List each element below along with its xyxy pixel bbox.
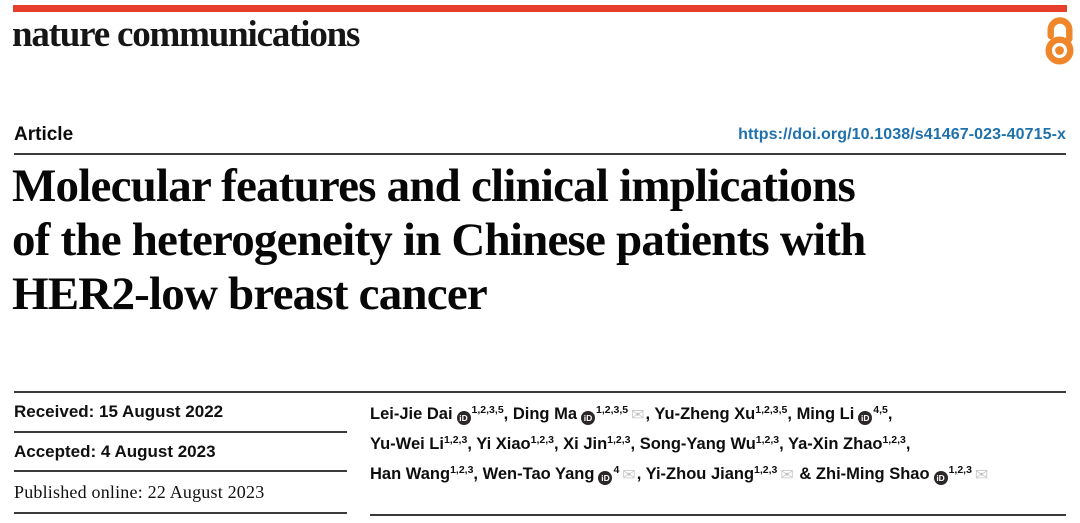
author-line: Lei-Jie Dai iD1,2,3,5, Ding Ma iD1,2,3,5 ✉,… xyxy=(370,403,893,425)
author-line: Yu-Wei Li1,2,3, Yi Xiao1,2,3, Xi Jin1,2,… xyxy=(370,433,911,453)
title-line: Molecular features and clinical implicat… xyxy=(12,160,856,212)
affiliation-superscript: 1,2,3,5 xyxy=(755,403,788,416)
author-name: Han Wang xyxy=(370,465,451,483)
affiliation-superscript: 1,2,3,5 xyxy=(471,403,504,416)
dates-panel: Received: 15 August 2022 Accepted: 4 Augu… xyxy=(14,393,347,514)
author-name: Yi-Zhou Jiang xyxy=(645,465,755,483)
email-icon[interactable]: ✉ xyxy=(974,465,989,484)
orcid-icon[interactable]: iD xyxy=(858,411,873,425)
affiliation-superscript: 1,2,3 xyxy=(755,433,780,446)
author-name: Ding Ma xyxy=(512,405,578,423)
affiliation-superscript: 4,5 xyxy=(873,403,888,416)
orcid-icon[interactable]: iD xyxy=(581,411,596,425)
affiliation-superscript: 1,2,3 xyxy=(754,463,778,476)
affiliation-superscript: 1,2,3 xyxy=(882,433,906,446)
author-name: Wen-Tao Yang xyxy=(482,465,595,483)
orcid-icon[interactable]: iD xyxy=(598,471,613,485)
email-icon[interactable]: ✉ xyxy=(622,465,636,484)
affiliation-superscript: 4 xyxy=(613,463,620,476)
author-name: Ya-Xin Zhao xyxy=(788,435,883,453)
journal-logo: nature communications xyxy=(12,14,360,55)
doi-link[interactable]: https://doi.org/10.1038/s41467-023-40715… xyxy=(738,126,1066,143)
author-name: Song-Yang Wu xyxy=(639,435,756,453)
orcid-icon[interactable]: iD xyxy=(933,471,948,485)
affiliation-superscript: 1,2,3 xyxy=(607,433,631,446)
affiliation-superscript: 1,2,3 xyxy=(443,433,468,446)
author-name: Zhi-Ming Shao xyxy=(815,465,930,483)
title-line: HER2-low breast cancer xyxy=(12,268,488,320)
email-icon[interactable]: ✉ xyxy=(780,465,794,484)
header-divider-rule xyxy=(14,153,1066,155)
author-name: Lei-Jie Dai xyxy=(370,405,453,423)
affiliation-superscript: 1,2,3 xyxy=(530,433,554,446)
article-type-label: Article xyxy=(14,124,74,145)
date-row: Received: 15 August 2022 xyxy=(14,393,347,433)
title-line: of the heterogeneity in Chinese patients… xyxy=(12,214,866,266)
brand-red-bar xyxy=(13,5,1067,12)
affiliation-superscript: 1,2,3 xyxy=(948,463,972,476)
author-line: Han Wang1,2,3, Wen-Tao Yang iD4 ✉, Yi-Zhou… xyxy=(370,463,989,485)
meta-section: Received: 15 August 2022 Accepted: 4 Augu… xyxy=(14,391,1066,516)
authors-block: Lei-Jie Dai iD1,2,3,5, Ding Ma iD1,2,3,5 ✉,… xyxy=(370,393,1066,516)
article-title: Molecular features and clinical implicat… xyxy=(12,159,1072,321)
date-row: Accepted: 4 August 2023 xyxy=(14,433,347,472)
author-name: Ming Li xyxy=(796,405,855,423)
orcid-icon[interactable]: iD xyxy=(456,411,471,425)
affiliation-superscript: 1,2,3 xyxy=(450,463,474,476)
author-name: Yu-Wei Li xyxy=(370,435,444,453)
author-name: Xi Jin xyxy=(563,435,608,453)
author-name: Yi Xiao xyxy=(476,435,531,453)
author-name: Yu-Zheng Xu xyxy=(654,405,756,423)
open-access-icon xyxy=(1045,17,1074,65)
affiliation-superscript: 1,2,3,5 xyxy=(596,403,629,416)
email-icon[interactable]: ✉ xyxy=(631,405,645,424)
date-row: Published online: 22 August 2023 xyxy=(14,472,347,514)
